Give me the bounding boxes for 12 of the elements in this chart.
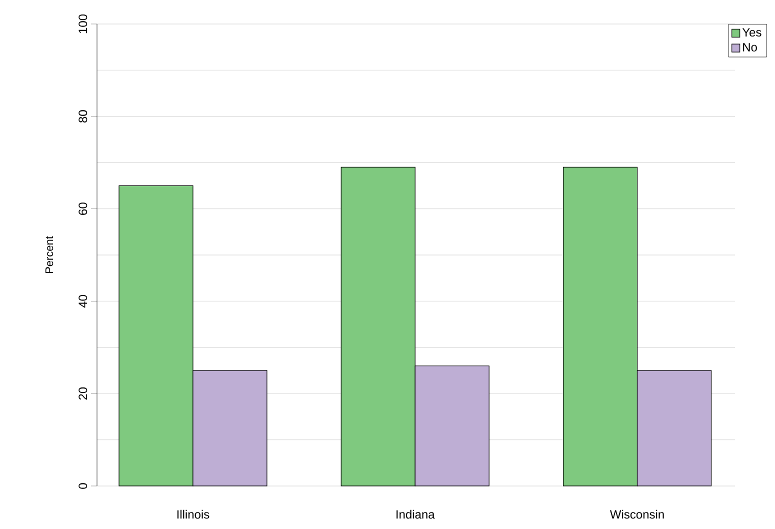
legend-label: Yes: [742, 28, 762, 37]
y-tick-label: 0: [78, 483, 88, 489]
x-tick-label: Illinois: [177, 510, 210, 519]
y-tick-label: 80: [78, 110, 88, 123]
y-tick-label: 60: [78, 202, 88, 215]
legend-label: No: [743, 43, 757, 52]
x-tick-label: Indiana: [396, 510, 435, 519]
y-tick-label: 100: [78, 14, 88, 34]
y-axis-title: Percent: [45, 236, 54, 274]
x-tick-label: Wisconsin: [610, 510, 664, 519]
y-tick-label: 40: [78, 294, 88, 308]
y-tick-label: 20: [78, 387, 88, 400]
